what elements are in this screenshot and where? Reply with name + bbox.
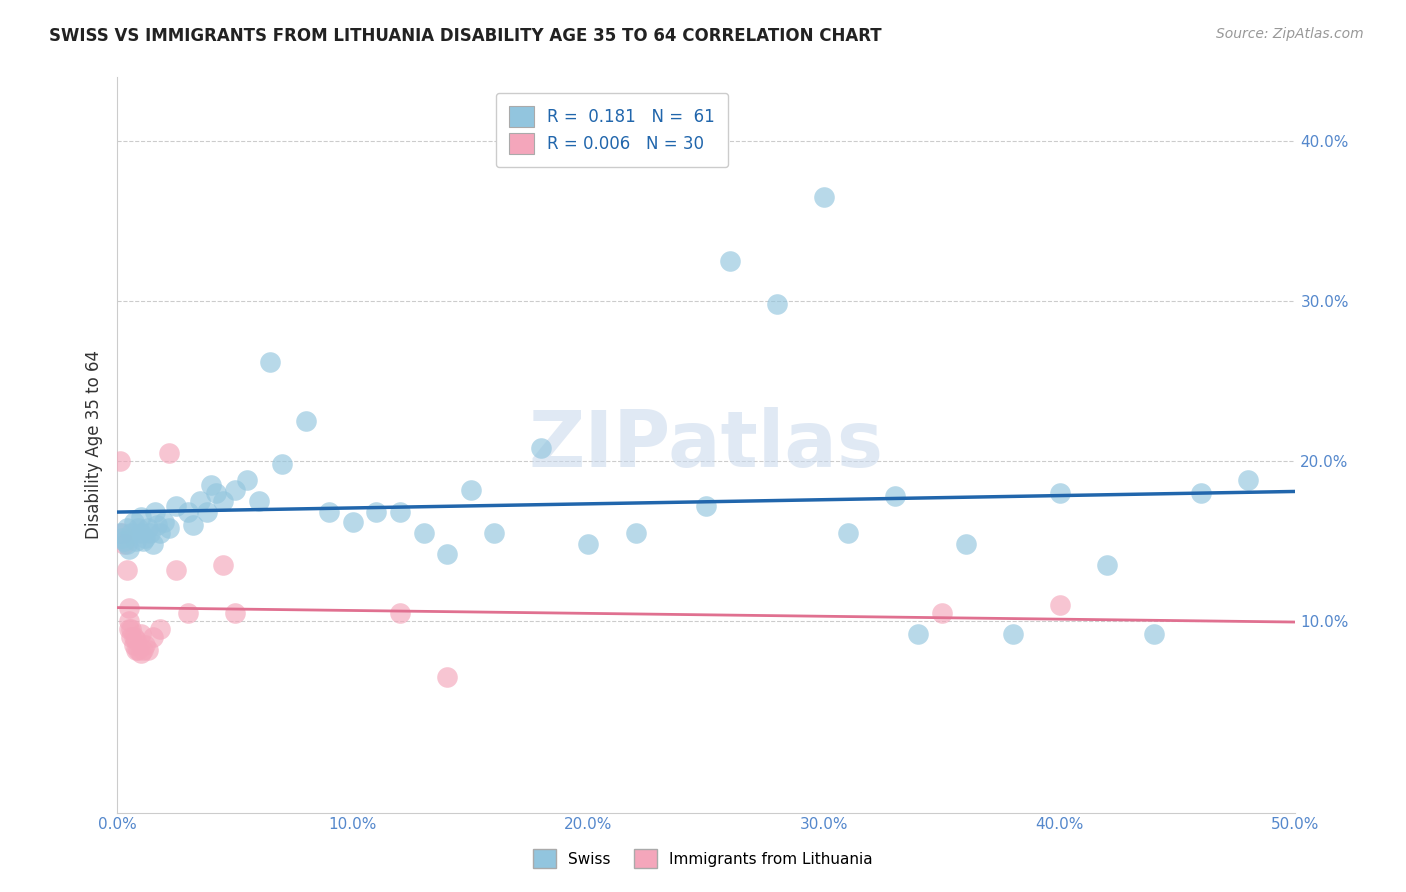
Point (388, 505, 411, 519)
Point (177, 606, 200, 620)
Point (342, 515, 364, 529)
Point (907, 626, 929, 640)
Point (111, 531, 134, 545)
Point (1143, 626, 1166, 640)
Point (122, 638, 145, 652)
Point (578, 537, 600, 551)
Point (122, 515, 145, 529)
Point (259, 355, 281, 369)
Point (136, 521, 159, 535)
Point (195, 505, 218, 519)
Point (127, 521, 149, 535)
Legend: R =  0.181   N =  61, R = 0.006   N = 30: R = 0.181 N = 61, R = 0.006 N = 30 (496, 93, 728, 167)
Point (271, 457, 294, 471)
Point (212, 558, 235, 572)
Point (143, 505, 166, 519)
Point (766, 297, 789, 311)
Point (224, 483, 246, 497)
Point (118, 601, 141, 615)
Point (165, 563, 187, 577)
Text: SWISS VS IMMIGRANTS FROM LITHUANIA DISABILITY AGE 35 TO 64 CORRELATION CHART: SWISS VS IMMIGRANTS FROM LITHUANIA DISAB… (49, 27, 882, 45)
Point (366, 505, 388, 519)
Text: Source: ZipAtlas.com: Source: ZipAtlas.com (1216, 27, 1364, 41)
Point (132, 533, 155, 548)
Legend: Swiss, Immigrants from Lithuania: Swiss, Immigrants from Lithuania (526, 841, 880, 875)
Point (177, 505, 200, 519)
Point (157, 446, 180, 460)
Point (247, 494, 270, 508)
Point (127, 642, 149, 657)
Point (294, 414, 316, 428)
Point (1049, 486, 1071, 500)
Point (718, 254, 741, 268)
Point (129, 525, 152, 540)
Point (530, 441, 553, 455)
Text: ZIPatlas: ZIPatlas (529, 407, 884, 483)
Point (695, 499, 717, 513)
Point (125, 642, 148, 657)
Point (120, 622, 142, 636)
Point (212, 494, 235, 508)
Y-axis label: Disability Age 35 to 64: Disability Age 35 to 64 (86, 351, 103, 540)
Point (181, 517, 204, 532)
Point (837, 525, 859, 540)
Point (120, 525, 142, 540)
Point (624, 525, 647, 540)
Point (1049, 598, 1071, 612)
Point (1001, 626, 1024, 640)
Point (436, 547, 458, 561)
Point (149, 525, 172, 540)
Point (813, 190, 835, 204)
Point (122, 630, 145, 644)
Point (157, 521, 180, 535)
Point (200, 478, 222, 492)
Point (112, 537, 135, 551)
Point (188, 494, 211, 508)
Point (111, 525, 134, 540)
Point (436, 670, 458, 684)
Point (136, 642, 159, 657)
Point (224, 606, 246, 620)
Point (955, 537, 977, 551)
Point (118, 622, 141, 636)
Point (236, 473, 259, 487)
Point (134, 638, 156, 652)
Point (108, 525, 131, 540)
Point (115, 563, 138, 577)
Point (139, 525, 162, 540)
Point (1095, 558, 1118, 572)
Point (129, 626, 152, 640)
Point (120, 630, 142, 644)
Point (1189, 486, 1212, 500)
Point (146, 517, 169, 532)
Point (484, 525, 506, 540)
Point (115, 537, 138, 551)
Point (129, 646, 152, 660)
Point (460, 483, 482, 497)
Point (108, 454, 131, 468)
Point (125, 632, 148, 647)
Point (931, 606, 953, 620)
Point (165, 499, 187, 513)
Point (125, 533, 148, 548)
Point (318, 505, 340, 519)
Point (118, 614, 141, 628)
Point (388, 606, 411, 620)
Point (115, 521, 138, 535)
Point (412, 525, 434, 540)
Point (883, 489, 905, 503)
Point (129, 509, 152, 524)
Point (134, 531, 156, 545)
Point (112, 533, 135, 548)
Point (132, 642, 155, 657)
Point (1237, 473, 1260, 487)
Point (205, 486, 228, 500)
Point (153, 515, 176, 529)
Point (149, 622, 172, 636)
Point (141, 630, 163, 644)
Point (118, 541, 141, 556)
Point (141, 537, 163, 551)
